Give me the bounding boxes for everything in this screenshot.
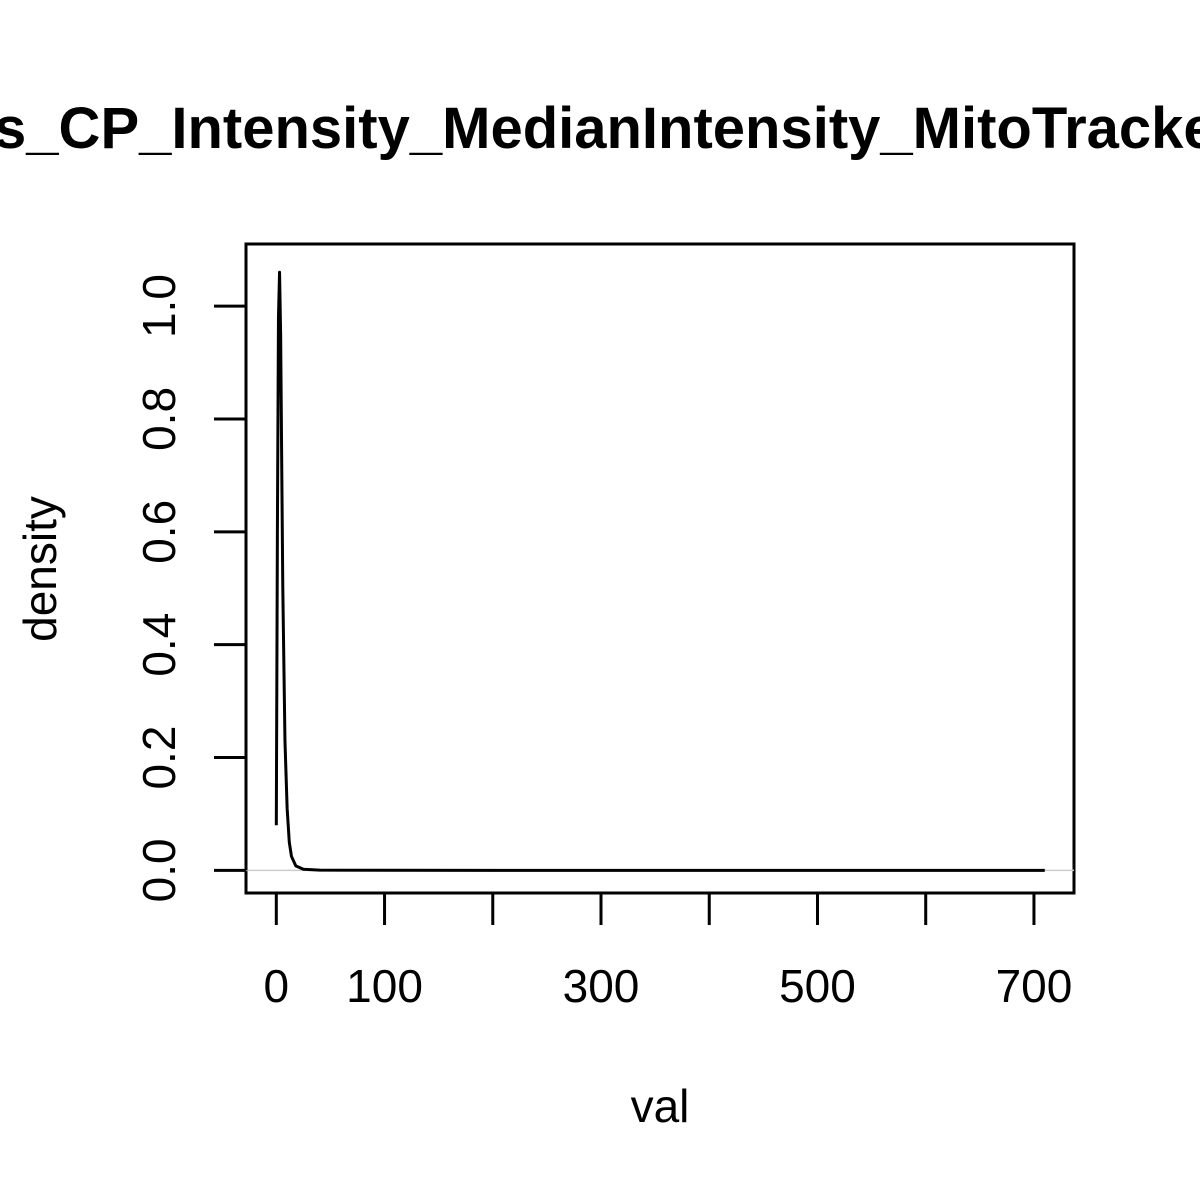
- plot-frame: [244, 242, 1076, 895]
- y-tick-label: 0.8: [133, 387, 185, 451]
- y-tick-label: 0.2: [133, 726, 185, 790]
- x-tick-label: 100: [346, 960, 423, 1012]
- x-tick-label: 300: [563, 960, 640, 1012]
- x-tick-label: 0: [264, 960, 290, 1012]
- y-tick-label: 0.0: [133, 838, 185, 902]
- x-axis-label: val: [631, 1080, 690, 1132]
- y-axis: 0.0 0.2 0.4 0.6 0.8 1.0: [133, 274, 248, 902]
- x-axis: 0 100 300 500 700: [264, 891, 1073, 1012]
- x-tick-label: 500: [779, 960, 856, 1012]
- y-tick-label: 0.4: [133, 613, 185, 677]
- series-group: [274, 270, 1045, 872]
- density-curve: [274, 270, 1045, 872]
- y-tick-label: 1.0: [133, 274, 185, 338]
- x-tick-label: 700: [996, 960, 1073, 1012]
- chart-title: lls_CP_Intensity_MedianIntensity_MitoTra…: [0, 96, 1200, 161]
- y-tick-label: 0.6: [133, 500, 185, 564]
- y-axis-label: density: [14, 496, 66, 642]
